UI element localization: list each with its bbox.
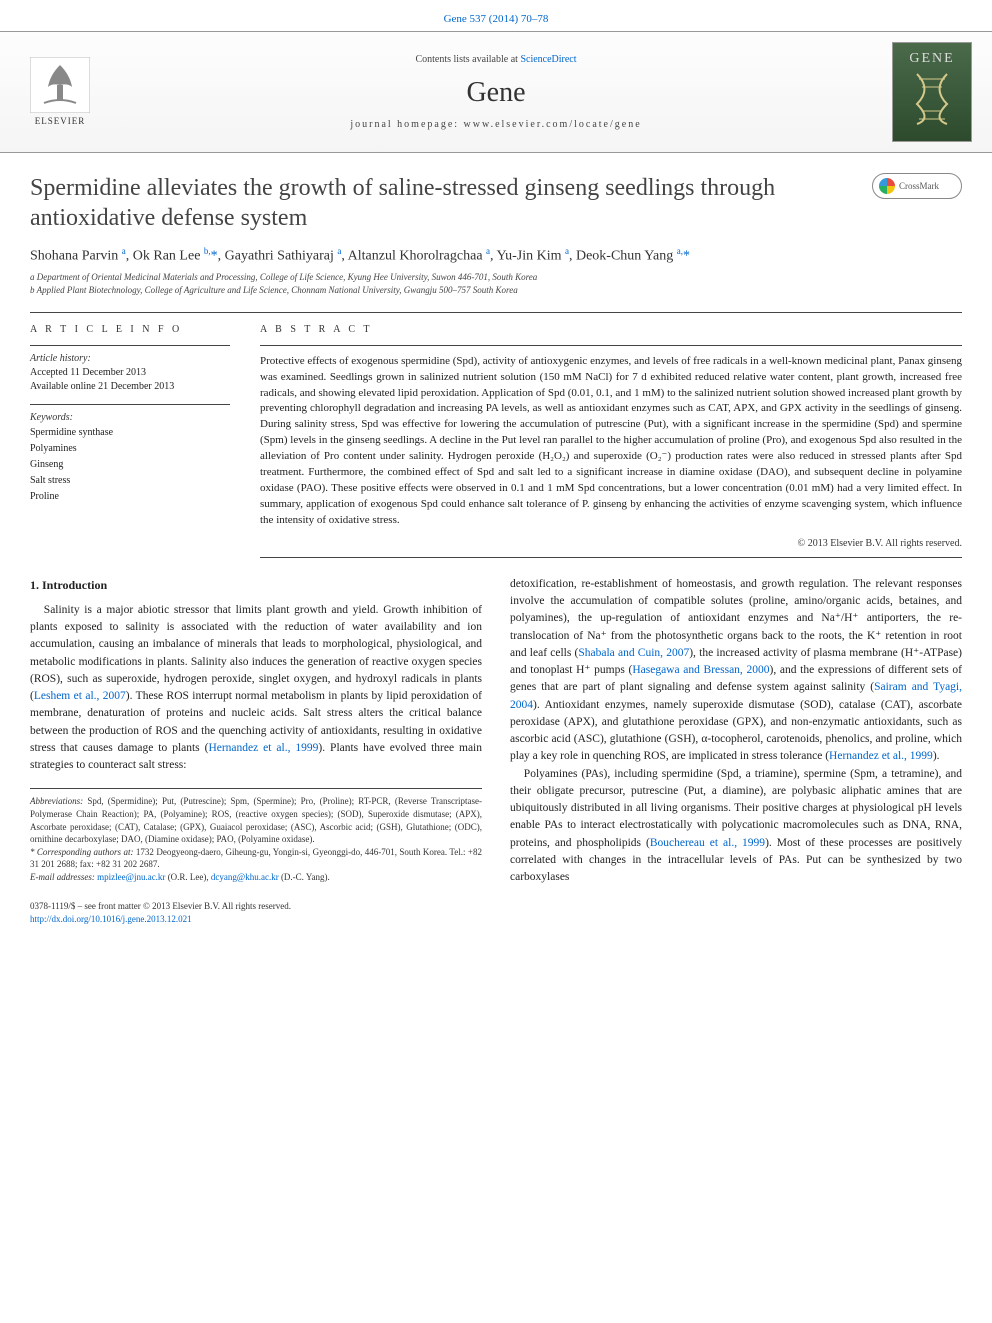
abstract-heading: A B S T R A C T [260, 323, 962, 337]
homepage-line: journal homepage: www.elsevier.com/locat… [100, 118, 892, 132]
keyword: Spermidine synthase [30, 425, 230, 441]
journal-header: ELSEVIER Contents lists available at Sci… [0, 31, 992, 153]
history-label: Article history: [30, 352, 230, 366]
ref-link[interactable]: Hernandez et al., 1999 [208, 742, 318, 754]
intro-heading: 1. Introduction [30, 576, 482, 594]
article-title: Spermidine alleviates the growth of sali… [30, 173, 872, 233]
corresponding: * Corresponding authors at: 1732 Deogyeo… [30, 846, 482, 871]
intro-para-3: Polyamines (PAs), including spermidine (… [510, 766, 962, 887]
homepage-prefix: journal homepage: [350, 119, 463, 130]
abbreviations: Abbreviations: Spd, (Spermidine); Put, (… [30, 795, 482, 845]
intro-para-1: Salinity is a major abiotic stressor tha… [30, 602, 482, 775]
accepted-date: Accepted 11 December 2013 [30, 366, 230, 380]
cover-dna-icon [907, 69, 957, 129]
body-column-left: 1. Introduction Salinity is a major abio… [30, 576, 482, 887]
author-list: Shohana Parvin a, Ok Ran Lee b,*, Gayath… [0, 233, 992, 270]
ref-link[interactable]: Hernandez et al., 1999 [829, 750, 933, 762]
sciencedirect-link[interactable]: ScienceDirect [520, 54, 576, 65]
citation-link[interactable]: Gene 537 (2014) 70–78 [444, 13, 549, 25]
keyword: Ginseng [30, 457, 230, 473]
article-info-heading: A R T I C L E I N F O [30, 323, 230, 337]
journal-name: Gene [100, 73, 892, 112]
text: ). [933, 750, 940, 762]
crossmark-label: CrossMark [899, 180, 939, 193]
keyword: Salt stress [30, 473, 230, 489]
contents-prefix: Contents lists available at [415, 54, 520, 65]
online-date: Available online 21 December 2013 [30, 380, 230, 394]
abstract-column: A B S T R A C T Protective effects of ex… [260, 323, 962, 558]
footer-left: 0378-1119/$ – see front matter © 2013 El… [30, 900, 291, 925]
publisher-name: ELSEVIER [35, 115, 86, 128]
publisher-logo: ELSEVIER [20, 52, 100, 132]
crossmark-badge[interactable]: CrossMark [872, 173, 962, 199]
article-info-column: A R T I C L E I N F O Article history: A… [30, 323, 230, 558]
body-column-right: detoxification, re-establishment of home… [510, 576, 962, 887]
corr-label: * Corresponding authors at: [30, 847, 133, 857]
email-link[interactable]: mpizlee@jnu.ac.kr [97, 872, 165, 882]
keywords-list: Spermidine synthase Polyamines Ginseng S… [30, 425, 230, 505]
text: (O.R. Lee), [165, 872, 210, 882]
ref-link[interactable]: Leshem et al., 2007 [34, 690, 126, 702]
affiliations: a Department of Oriental Medicinal Mater… [0, 271, 992, 298]
contents-line: Contents lists available at ScienceDirec… [100, 53, 892, 67]
affiliation-b: b Applied Plant Biotechnology, College o… [30, 284, 962, 298]
text: (D.-C. Yang). [279, 872, 330, 882]
keyword: Proline [30, 489, 230, 505]
abbrev-label: Abbreviations: [30, 796, 83, 806]
crossmark-icon [879, 178, 895, 194]
text: Salinity is a major abiotic stressor tha… [30, 604, 482, 702]
issn-line: 0378-1119/$ – see front matter © 2013 El… [30, 900, 291, 913]
citation-strip: Gene 537 (2014) 70–78 [0, 0, 992, 31]
email-label: E-mail addresses: [30, 872, 97, 882]
email-link[interactable]: dcyang@khu.ac.kr [211, 872, 279, 882]
keyword: Polyamines [30, 441, 230, 457]
keywords-label: Keywords: [30, 411, 230, 425]
intro-para-2: detoxification, re-establishment of home… [510, 576, 962, 766]
page-footer: 0378-1119/$ – see front matter © 2013 El… [0, 886, 992, 935]
journal-cover: GENE [892, 42, 972, 142]
footnotes: Abbreviations: Spd, (Spermidine); Put, (… [30, 788, 482, 883]
elsevier-tree-icon [30, 57, 90, 113]
cover-title: GENE [909, 49, 954, 69]
doi-link[interactable]: http://dx.doi.org/10.1016/j.gene.2013.12… [30, 914, 192, 924]
emails: E-mail addresses: mpizlee@jnu.ac.kr (O.R… [30, 871, 482, 884]
ref-link[interactable]: Bouchereau et al., 1999 [650, 837, 765, 849]
ref-link[interactable]: Shabala and Cuin, 2007 [578, 647, 689, 659]
abstract-text: Protective effects of exogenous spermidi… [260, 354, 962, 529]
abstract-copyright: © 2013 Elsevier B.V. All rights reserved… [260, 537, 962, 551]
homepage-url: www.elsevier.com/locate/gene [464, 119, 642, 130]
ref-link[interactable]: Hasegawa and Bressan, 2000 [632, 664, 769, 676]
affiliation-a: a Department of Oriental Medicinal Mater… [30, 271, 962, 285]
abbrev-text: Spd, (Spermidine); Put, (Putrescine); Sp… [30, 796, 482, 844]
